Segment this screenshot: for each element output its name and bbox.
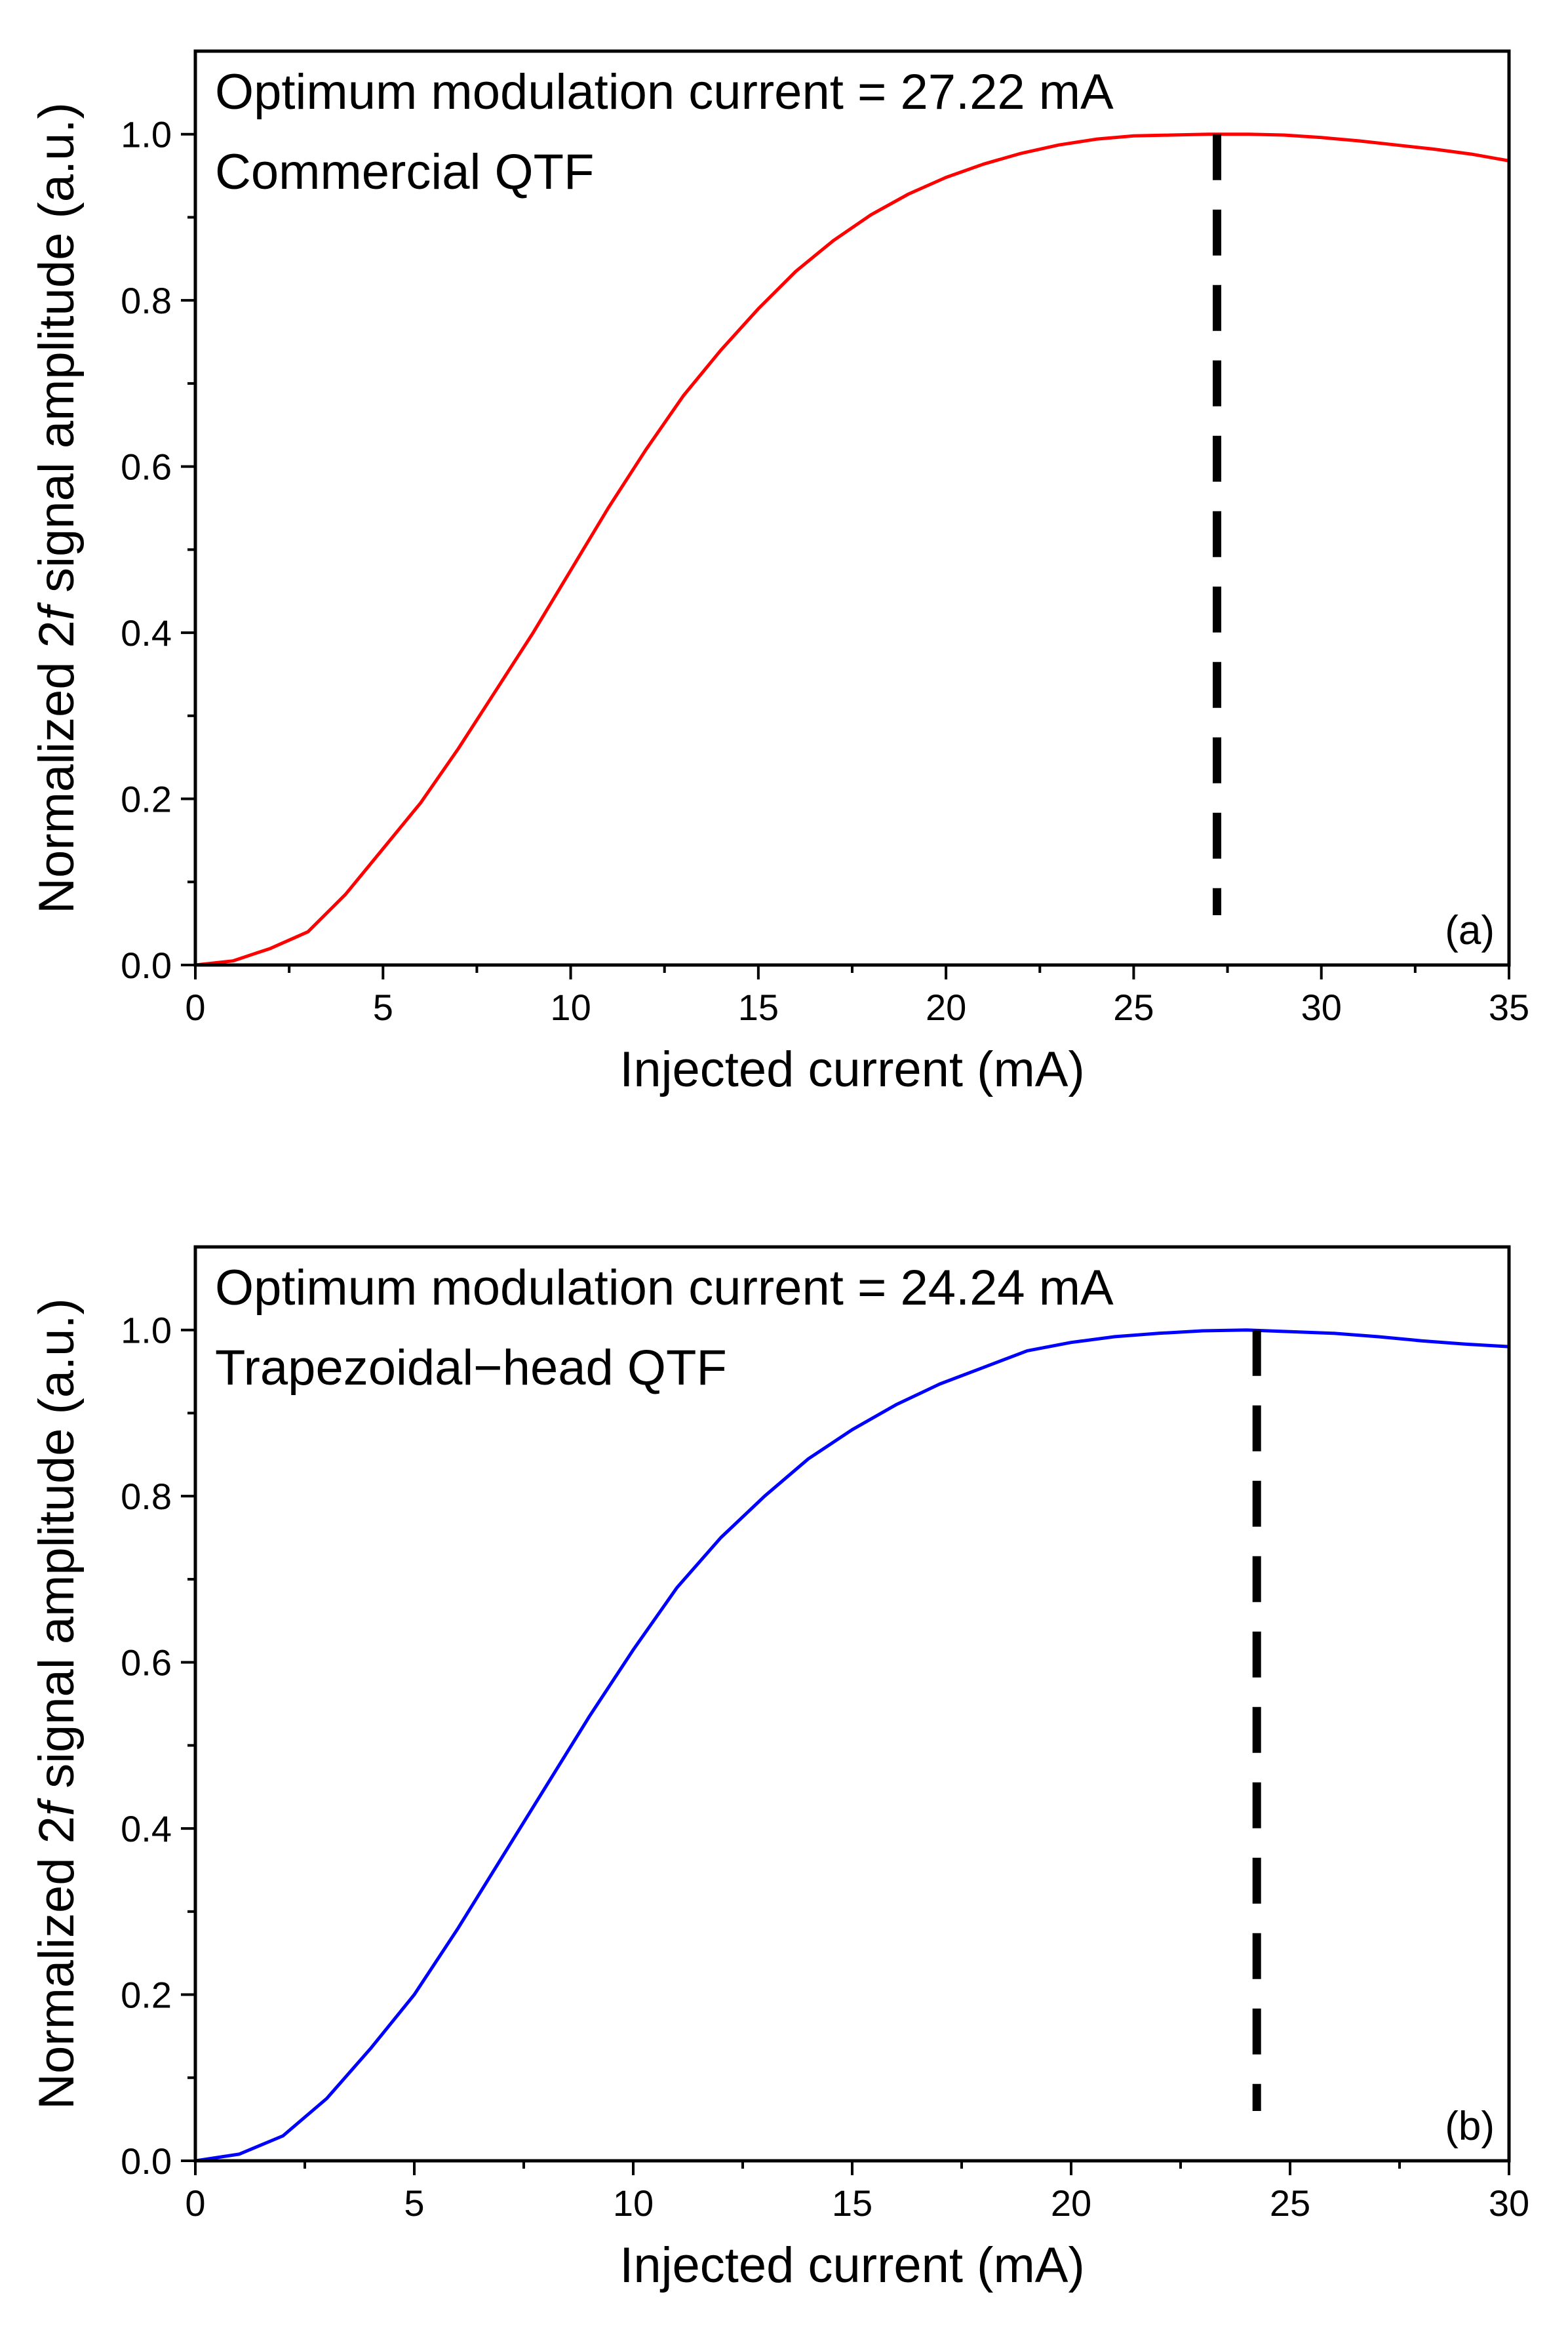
chart-a-y-tick-label: 0.4 bbox=[121, 612, 172, 654]
chart-b-y-tick-label: 0.0 bbox=[121, 2140, 172, 2182]
chart-b-x-axis-title: Injected current (mA) bbox=[619, 2237, 1085, 2293]
chart-b-annotation-device: Trapezoidal−head QTF bbox=[215, 1340, 727, 1396]
chart-a-annotation-optimum: Optimum modulation current = 27.22 mA bbox=[215, 64, 1114, 120]
chart-b-y-tick-label: 1.0 bbox=[121, 1310, 172, 1351]
chart-b-x-tick-label: 20 bbox=[1051, 2182, 1091, 2224]
chart-a-data-line bbox=[195, 132, 1509, 965]
chart-b-ticks: 0 5 10 15 20 25 30 0.0 0.2 0.4 0.6 0.8 1.0 bbox=[121, 1310, 1529, 2224]
chart-a-x-tick-label: 15 bbox=[738, 987, 779, 1028]
chart-b-x-tick-label: 5 bbox=[404, 2182, 424, 2224]
chart-a-x-tick-label: 25 bbox=[1113, 987, 1154, 1028]
chart-a-y-tick-label: 1.0 bbox=[121, 114, 172, 155]
chart-a-y-axis-title-prefix: Normalized 2 bbox=[29, 620, 85, 914]
chart-b-x-tick-label: 0 bbox=[185, 2182, 205, 2224]
chart-b-y-axis-title: Normalized 2f signal amplitude (a.u.) bbox=[29, 1298, 85, 2110]
chart-a-x-tick-label: 30 bbox=[1301, 987, 1342, 1028]
chart-b-x-tick-label: 30 bbox=[1489, 2182, 1529, 2224]
chart-b-y-axis-title-prefix: Normalized 2 bbox=[29, 1816, 85, 2110]
chart-a-y-tick-label: 0.2 bbox=[121, 779, 172, 820]
chart-b-y-tick-label: 0.4 bbox=[121, 1808, 172, 1849]
chart-b-panel-label: (b) bbox=[1445, 2104, 1495, 2149]
chart-a-y-tick-label: 0.6 bbox=[121, 446, 172, 488]
chart-a-y-axis-title-suffix: signal amplitude (a.u.) bbox=[29, 102, 85, 606]
chart-b-x-tick-label: 15 bbox=[832, 2182, 872, 2224]
chart-a-y-axis-title: Normalized 2f signal amplitude (a.u.) bbox=[29, 102, 85, 914]
chart-a-panel-label: (a) bbox=[1445, 908, 1495, 953]
chart-b-x-tick-label: 10 bbox=[613, 2182, 654, 2224]
chart-a-x-tick-label: 35 bbox=[1489, 987, 1529, 1028]
chart-a-curve-layer bbox=[195, 132, 1509, 965]
chart-b-y-tick-label: 0.8 bbox=[121, 1476, 172, 1517]
chart-a-x-axis-title: Injected current (mA) bbox=[619, 1042, 1085, 1097]
chart-a-y-tick-label: 0.8 bbox=[121, 280, 172, 321]
chart-a-x-tick-label: 0 bbox=[185, 987, 205, 1028]
chart-b-x-tick-label: 25 bbox=[1270, 2182, 1310, 2224]
chart-a-x-tick-label: 20 bbox=[926, 987, 966, 1028]
chart-a-x-tick-label: 10 bbox=[550, 987, 591, 1028]
chart-b-annotation-optimum: Optimum modulation current = 24.24 mA bbox=[215, 1260, 1114, 1316]
chart-a-x-tick-label: 5 bbox=[373, 987, 393, 1028]
chart-a-annotation-device: Commercial QTF bbox=[215, 144, 594, 200]
chart-b-data-line bbox=[195, 1328, 1509, 2161]
chart-b-y-axis-title-suffix: signal amplitude (a.u.) bbox=[29, 1298, 85, 1802]
chart-b: 0 5 10 15 20 25 30 0.0 0.2 0.4 0.6 0.8 1.0 Optimum m… bbox=[29, 1245, 1529, 2293]
chart-b-y-tick-label: 0.6 bbox=[121, 1642, 172, 1684]
chart-b-y-tick-label: 0.2 bbox=[121, 1975, 172, 2016]
chart-a: 0 5 10 15 20 25 30 35 0.0 0.2 0.4 0.6 0.8 1.0 Optimum… bbox=[29, 49, 1529, 1097]
chart-a-ticks: 0 5 10 15 20 25 30 35 0.0 0.2 0.4 0.6 0.8 1.0 bbox=[121, 114, 1529, 1028]
chart-a-y-tick-label: 0.0 bbox=[121, 945, 172, 986]
chart-b-curve-layer bbox=[195, 1328, 1509, 2161]
